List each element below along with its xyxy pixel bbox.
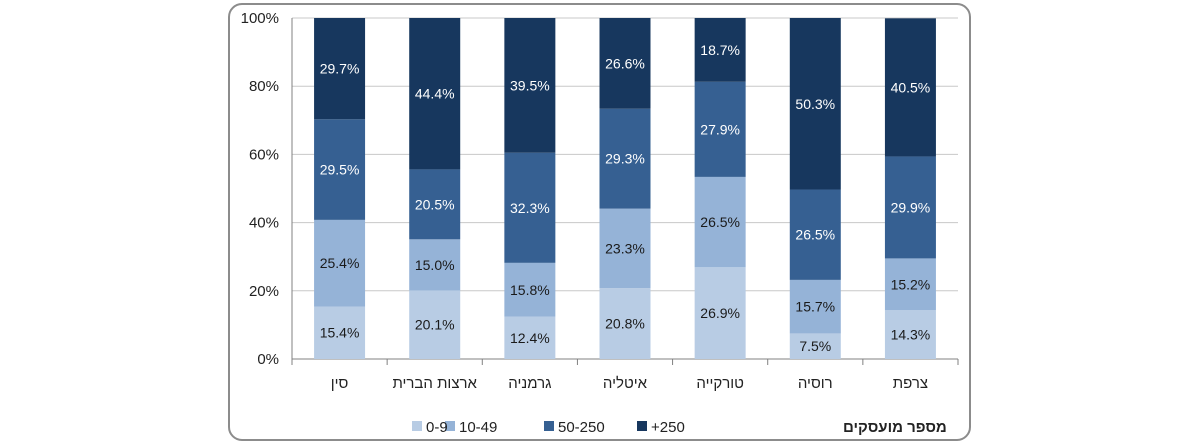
data-label: 15.0% (415, 257, 455, 273)
bar-segment (504, 316, 556, 359)
bar-segment (599, 208, 651, 289)
data-label: 50.3% (795, 96, 835, 112)
x-category-label: טורקייה (696, 375, 744, 392)
data-label: 25.4% (320, 255, 360, 271)
data-label: 15.4% (320, 325, 360, 341)
data-label: 29.9% (891, 199, 931, 215)
legend-entry: +250 (651, 419, 685, 436)
bar-segment (694, 267, 746, 359)
bar-segment (314, 219, 366, 307)
data-label: 29.7% (320, 61, 360, 77)
data-label: 26.6% (605, 55, 645, 71)
bar-segment (314, 306, 366, 359)
data-label: 14.3% (891, 327, 931, 343)
x-category-label: סין (331, 375, 349, 392)
bar-segment (694, 18, 746, 82)
bar-segment (599, 18, 651, 109)
data-label: 29.5% (320, 162, 360, 178)
data-label: 26.5% (700, 214, 740, 230)
bar-segment (599, 108, 651, 209)
data-label: 12.4% (510, 330, 550, 346)
bar-segment (409, 290, 461, 359)
bar-segment (409, 239, 461, 291)
data-label: 15.7% (795, 299, 835, 315)
data-label: 20.5% (415, 196, 455, 212)
y-tick-label: 0% (257, 351, 279, 368)
data-label: 27.9% (700, 121, 740, 137)
legend-swatch (412, 421, 422, 431)
y-tick-label: 20% (249, 283, 279, 300)
legend-entry: 0-9 (426, 419, 448, 436)
data-label: 40.5% (891, 79, 931, 95)
bar-segment (694, 81, 746, 177)
data-label: 26.9% (700, 305, 740, 321)
legend-swatch (544, 421, 554, 431)
bar-segment (504, 152, 556, 263)
bar-segment (789, 333, 841, 359)
bar-segment (884, 258, 936, 311)
bar-segment (694, 176, 746, 268)
data-label: 39.5% (510, 77, 550, 93)
bar-segment (789, 189, 841, 280)
data-label: 15.8% (510, 282, 550, 298)
bar-segment (599, 288, 651, 359)
y-tick-label: 60% (249, 146, 279, 163)
x-category-label: איטליה (603, 375, 648, 392)
x-category-label: רוסיה (798, 375, 833, 392)
bar-segment (884, 156, 936, 259)
bar-segment (789, 279, 841, 334)
bar-segment (409, 169, 461, 240)
data-label: 29.3% (605, 151, 645, 167)
bar-segment (789, 18, 841, 190)
y-tick-label: 100% (241, 10, 279, 27)
legend-entry: 50-250 (558, 419, 605, 436)
data-label: 26.5% (795, 227, 835, 243)
legend-swatch (445, 421, 455, 431)
y-tick-label: 80% (249, 78, 279, 95)
legend-swatch (637, 421, 647, 431)
bar-segment (504, 18, 556, 153)
x-category-label: צרפת (893, 375, 928, 392)
bar-segment (884, 18, 936, 157)
data-label: 20.8% (605, 316, 645, 332)
data-label: 15.2% (891, 276, 931, 292)
x-category-label: גרמניה (508, 375, 551, 392)
legend-entry: 10-49 (459, 419, 497, 436)
x-category-label: ארצות הברית (392, 375, 477, 392)
y-tick-label: 40% (249, 215, 279, 232)
bar-segment (504, 262, 556, 317)
data-label: 20.1% (415, 317, 455, 333)
data-label: 7.5% (799, 338, 831, 354)
bar-segment (884, 310, 936, 359)
data-label: 18.7% (700, 42, 740, 58)
data-label: 23.3% (605, 240, 645, 256)
bar-segment (409, 18, 461, 170)
bar-segment (314, 18, 366, 120)
bar-segment (314, 119, 366, 220)
data-label: 32.3% (510, 200, 550, 216)
legend-title: מספר מועסקים (843, 419, 947, 436)
data-label: 44.4% (415, 86, 455, 102)
